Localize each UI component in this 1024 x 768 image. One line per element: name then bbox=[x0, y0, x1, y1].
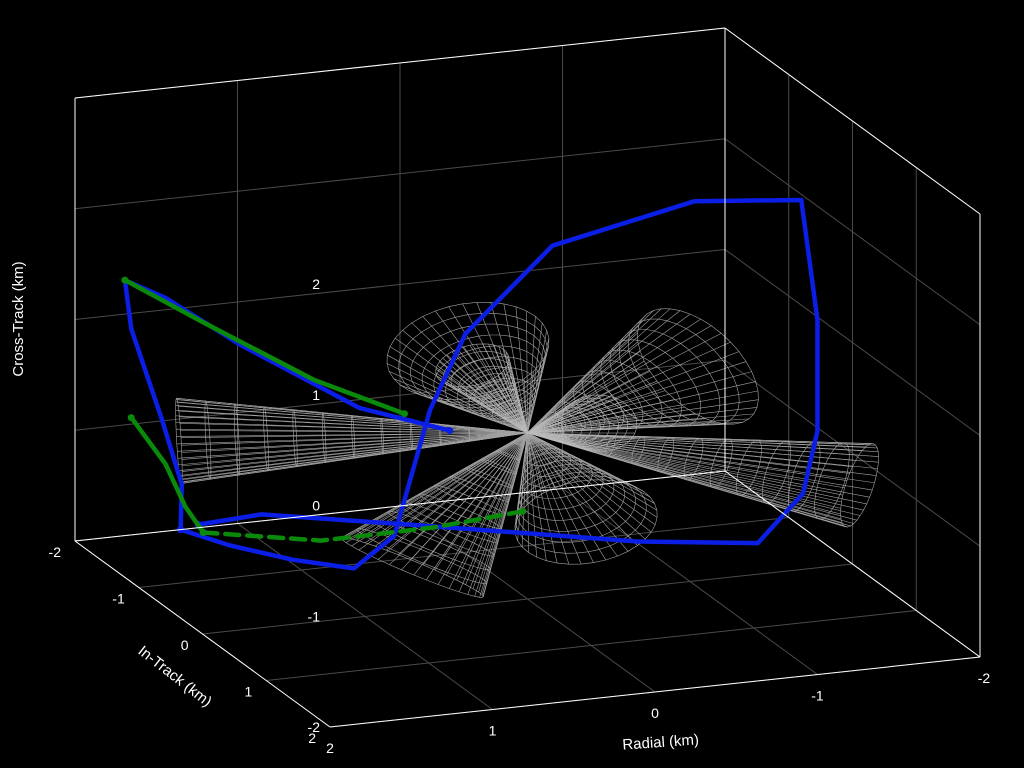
grid-line bbox=[202, 563, 853, 635]
grid-line bbox=[724, 249, 981, 436]
box-edge bbox=[724, 27, 981, 215]
axes-box bbox=[74, 27, 981, 728]
grid-line bbox=[74, 138, 726, 210]
sensor-cone bbox=[527, 308, 759, 434]
x-tick-label: -1 bbox=[811, 688, 824, 704]
z-tick-label: -1 bbox=[308, 608, 321, 624]
sensor-cone bbox=[435, 343, 528, 434]
box-edge bbox=[329, 656, 981, 728]
y-tick-label: -2 bbox=[49, 544, 62, 560]
trajectory-line bbox=[122, 277, 453, 532]
box-edge bbox=[74, 540, 331, 728]
x-tick-label: 2 bbox=[326, 740, 334, 756]
trajectory-line bbox=[201, 509, 526, 543]
trajectory-layer bbox=[121, 197, 820, 571]
trajectory-point bbox=[401, 410, 408, 418]
grid-line bbox=[266, 610, 917, 681]
y-tick-label: 0 bbox=[181, 637, 189, 653]
grid-line bbox=[724, 359, 981, 547]
z-tick-label: 0 bbox=[312, 498, 320, 514]
sensor-cone bbox=[527, 432, 879, 528]
x-tick-label: -2 bbox=[978, 670, 991, 686]
trajectory-line bbox=[178, 197, 820, 571]
z-axis-label: Cross-Track (km) bbox=[10, 261, 27, 376]
cone-mesh-layer bbox=[175, 302, 879, 598]
x-tick-label: 0 bbox=[651, 705, 659, 721]
grid-layer bbox=[74, 27, 981, 728]
z-tick-label: 2 bbox=[312, 276, 320, 292]
trajectory-point bbox=[121, 276, 129, 284]
trajectory-point bbox=[519, 507, 527, 515]
sensor-cone bbox=[175, 397, 528, 484]
grid-line bbox=[74, 359, 726, 431]
trajectory-line bbox=[129, 415, 206, 535]
x-axis-label: Radial (km) bbox=[622, 731, 700, 753]
z-tick-label: 1 bbox=[312, 387, 320, 403]
box-edge bbox=[724, 470, 981, 658]
x-tick-label: 1 bbox=[489, 723, 497, 739]
box-edge bbox=[74, 470, 726, 542]
y-tick-label: 2 bbox=[308, 730, 316, 746]
grid-line bbox=[138, 517, 789, 588]
trajectory-point bbox=[446, 427, 454, 435]
grid-line bbox=[724, 138, 981, 326]
y-axis-label: In-Track (km) bbox=[135, 642, 215, 710]
sensor-cone bbox=[386, 302, 550, 434]
box-edge bbox=[74, 27, 726, 99]
trajectory-line bbox=[122, 277, 407, 416]
z-tick-label: -2 bbox=[308, 719, 321, 735]
y-tick-label: -1 bbox=[112, 591, 125, 607]
y-tick-label: 1 bbox=[244, 684, 252, 700]
trajectory-point bbox=[199, 529, 207, 537]
trajectory-point bbox=[127, 414, 135, 422]
